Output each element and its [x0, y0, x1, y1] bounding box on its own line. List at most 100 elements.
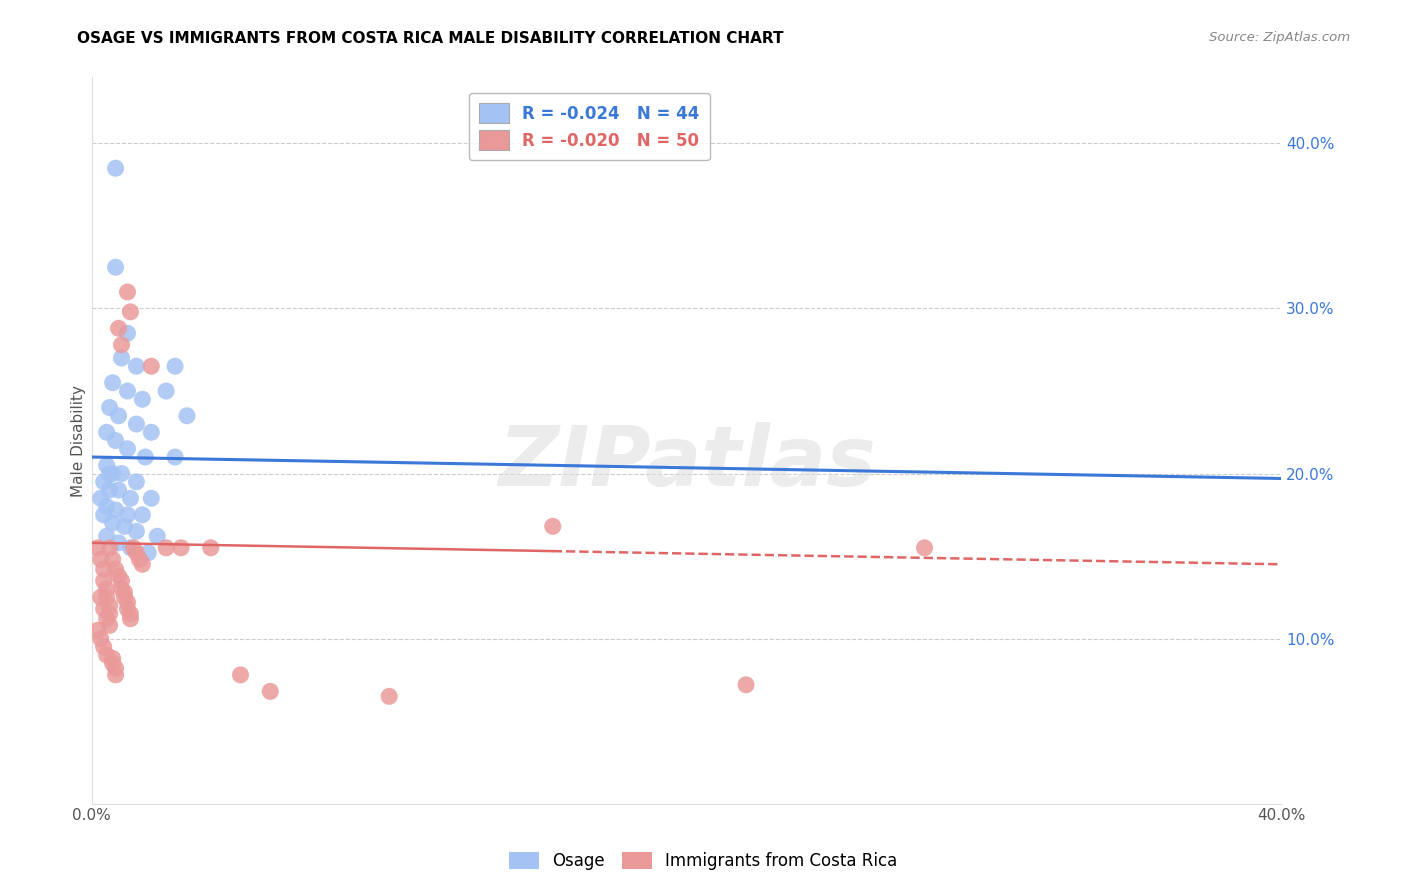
Point: [120, 612, 142, 626]
Point: [93, 508, 115, 522]
Legend: R = -0.024   N = 44, R = -0.020   N = 50: R = -0.024 N = 44, R = -0.020 N = 50: [470, 93, 710, 161]
Point: [110, 574, 132, 588]
Point: [114, 585, 136, 599]
Legend: Osage, Immigrants from Costa Rica: Osage, Immigrants from Costa Rica: [502, 845, 904, 877]
Point: [170, 541, 193, 555]
Point: [165, 450, 187, 464]
Point: [229, 668, 252, 682]
Point: [141, 491, 163, 506]
Point: [378, 690, 401, 704]
Point: [114, 591, 136, 605]
Point: [90, 591, 112, 605]
Point: [101, 657, 124, 671]
Point: [131, 508, 153, 522]
Point: [96, 612, 118, 626]
Point: [96, 582, 118, 596]
Point: [104, 161, 127, 176]
Point: [117, 384, 139, 398]
Point: [146, 529, 169, 543]
Point: [125, 417, 148, 431]
Point: [125, 475, 148, 489]
Point: [120, 607, 142, 621]
Point: [90, 632, 112, 646]
Point: [96, 458, 118, 473]
Point: [107, 409, 129, 423]
Point: [98, 607, 121, 621]
Point: [141, 359, 163, 374]
Point: [117, 285, 139, 299]
Point: [87, 624, 110, 638]
Point: [107, 569, 129, 583]
Point: [98, 599, 121, 613]
Point: [93, 640, 115, 654]
Point: [101, 376, 124, 390]
Point: [110, 467, 132, 481]
Text: ZIPatlas: ZIPatlas: [498, 422, 876, 503]
Point: [101, 467, 124, 481]
Text: OSAGE VS IMMIGRANTS FROM COSTA RICA MALE DISABILITY CORRELATION CHART: OSAGE VS IMMIGRANTS FROM COSTA RICA MALE…: [77, 31, 783, 46]
Point: [131, 558, 153, 572]
Point: [101, 552, 124, 566]
Point: [117, 602, 139, 616]
Point: [125, 546, 148, 560]
Point: [96, 648, 118, 662]
Point: [134, 450, 156, 464]
Point: [120, 491, 142, 506]
Point: [90, 552, 112, 566]
Point: [200, 541, 222, 555]
Point: [93, 562, 115, 576]
Point: [176, 409, 198, 423]
Point: [107, 483, 129, 497]
Point: [735, 678, 758, 692]
Point: [96, 591, 118, 605]
Point: [155, 541, 177, 555]
Point: [98, 618, 121, 632]
Point: [93, 475, 115, 489]
Point: [117, 442, 139, 456]
Point: [101, 516, 124, 530]
Point: [122, 541, 145, 555]
Point: [120, 305, 142, 319]
Point: [90, 491, 112, 506]
Point: [98, 541, 121, 555]
Point: [155, 384, 177, 398]
Point: [104, 260, 127, 275]
Point: [87, 541, 110, 555]
Point: [110, 351, 132, 365]
Point: [141, 425, 163, 440]
Point: [98, 467, 121, 481]
Point: [96, 425, 118, 440]
Point: [136, 546, 159, 560]
Point: [104, 434, 127, 448]
Y-axis label: Male Disability: Male Disability: [72, 384, 86, 497]
Point: [541, 519, 564, 533]
Point: [104, 562, 127, 576]
Point: [96, 529, 118, 543]
Point: [104, 661, 127, 675]
Point: [110, 338, 132, 352]
Point: [107, 321, 129, 335]
Point: [104, 503, 127, 517]
Point: [128, 552, 150, 566]
Point: [125, 524, 148, 539]
Point: [98, 483, 121, 497]
Point: [914, 541, 936, 555]
Point: [131, 392, 153, 407]
Point: [101, 651, 124, 665]
Point: [120, 541, 142, 555]
Point: [110, 582, 132, 596]
Point: [117, 326, 139, 341]
Point: [165, 359, 187, 374]
Point: [96, 500, 118, 514]
Point: [93, 602, 115, 616]
Point: [104, 668, 127, 682]
Point: [114, 519, 136, 533]
Point: [107, 536, 129, 550]
Text: Source: ZipAtlas.com: Source: ZipAtlas.com: [1209, 31, 1350, 45]
Point: [117, 508, 139, 522]
Point: [125, 359, 148, 374]
Point: [98, 401, 121, 415]
Point: [117, 595, 139, 609]
Point: [259, 684, 281, 698]
Point: [93, 574, 115, 588]
